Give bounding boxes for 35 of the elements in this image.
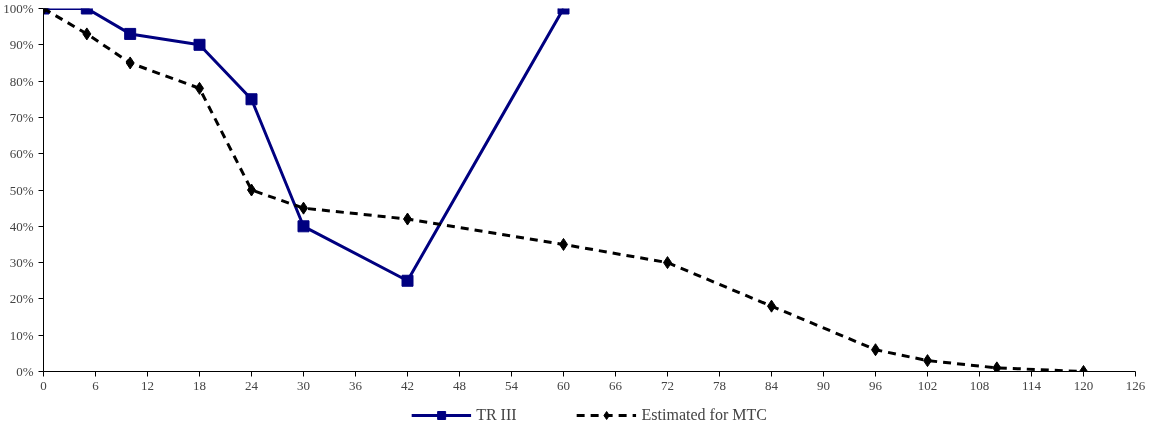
y-tick-label: 100% — [3, 1, 34, 16]
x-tick-label: 96 — [869, 377, 883, 393]
y-tick-label: 20% — [9, 291, 34, 307]
y-tick-label: 60% — [9, 146, 34, 162]
x-tick-label: 120 — [1073, 377, 1094, 393]
x-tick-label: 114 — [1021, 377, 1042, 393]
legend-label: Estimated for MTC — [641, 406, 767, 424]
x-tick-label: 60 — [557, 377, 570, 393]
x-tick-label: 0 — [40, 377, 47, 393]
y-tick-label: 70% — [9, 109, 34, 125]
y-tick-label: 90% — [9, 37, 34, 53]
x-tick-label: 66 — [609, 377, 623, 393]
x-tick-label: 36 — [349, 377, 363, 393]
x-tick-label: 84 — [765, 377, 779, 393]
x-tick-label: 30 — [297, 377, 310, 393]
legend-label: TR III — [476, 406, 517, 424]
x-tick-label: 108 — [969, 377, 990, 393]
x-tick-label: 72 — [661, 377, 674, 393]
x-tick-label: 18 — [193, 377, 206, 393]
x-tick-label: 90 — [817, 377, 830, 393]
x-tick-label: 24 — [245, 377, 259, 393]
y-tick-label: 80% — [9, 73, 34, 89]
x-tick-label: 78 — [713, 377, 726, 393]
x-tick-label: 6 — [92, 377, 100, 393]
x-tick-label: 126 — [1125, 377, 1146, 393]
y-tick-label: 0% — [16, 364, 34, 379]
y-tick-label: 40% — [9, 218, 34, 234]
y-tick-label: 10% — [9, 327, 34, 343]
x-tick-label: 42 — [401, 377, 414, 393]
y-tick-label: 30% — [9, 255, 34, 271]
x-tick-label: 54 — [505, 377, 519, 393]
y-tick-label: 50% — [9, 182, 34, 198]
x-tick-label: 12 — [141, 377, 154, 393]
x-tick-label: 48 — [453, 377, 466, 393]
x-tick-label: 102 — [917, 377, 938, 393]
